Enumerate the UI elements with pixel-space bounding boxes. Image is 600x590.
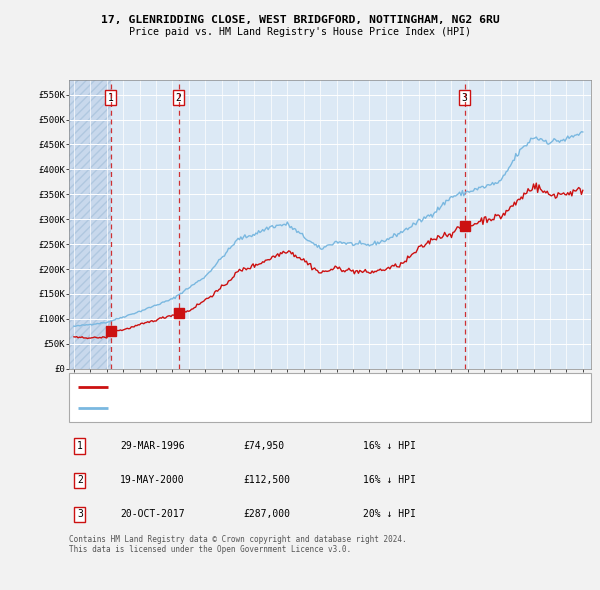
- Text: 2: 2: [176, 93, 182, 103]
- Text: HPI: Average price, detached house, Rushcliffe: HPI: Average price, detached house, Rush…: [114, 404, 338, 413]
- Text: £74,950: £74,950: [243, 441, 284, 451]
- Text: £112,500: £112,500: [243, 476, 290, 485]
- Text: 2: 2: [77, 476, 83, 485]
- Text: Contains HM Land Registry data © Crown copyright and database right 2024.
This d: Contains HM Land Registry data © Crown c…: [69, 535, 407, 554]
- Text: 1: 1: [108, 93, 113, 103]
- Text: 16% ↓ HPI: 16% ↓ HPI: [363, 476, 416, 485]
- Text: 3: 3: [461, 93, 467, 103]
- Text: 20% ↓ HPI: 20% ↓ HPI: [363, 510, 416, 519]
- Text: 16% ↓ HPI: 16% ↓ HPI: [363, 441, 416, 451]
- Bar: [69, 80, 110, 369]
- Text: 29-MAR-1996: 29-MAR-1996: [120, 441, 185, 451]
- Text: £287,000: £287,000: [243, 510, 290, 519]
- Text: 3: 3: [77, 510, 83, 519]
- Text: 17, GLENRIDDING CLOSE, WEST BRIDGFORD, NOTTINGHAM, NG2 6RU: 17, GLENRIDDING CLOSE, WEST BRIDGFORD, N…: [101, 15, 499, 25]
- Text: Price paid vs. HM Land Registry's House Price Index (HPI): Price paid vs. HM Land Registry's House …: [129, 27, 471, 37]
- Text: 19-MAY-2000: 19-MAY-2000: [120, 476, 185, 485]
- Text: 17, GLENRIDDING CLOSE, WEST BRIDGFORD, NOTTINGHAM, NG2 6RU (detached house): 17, GLENRIDDING CLOSE, WEST BRIDGFORD, N…: [114, 382, 479, 392]
- Text: 1: 1: [77, 441, 83, 451]
- Text: 20-OCT-2017: 20-OCT-2017: [120, 510, 185, 519]
